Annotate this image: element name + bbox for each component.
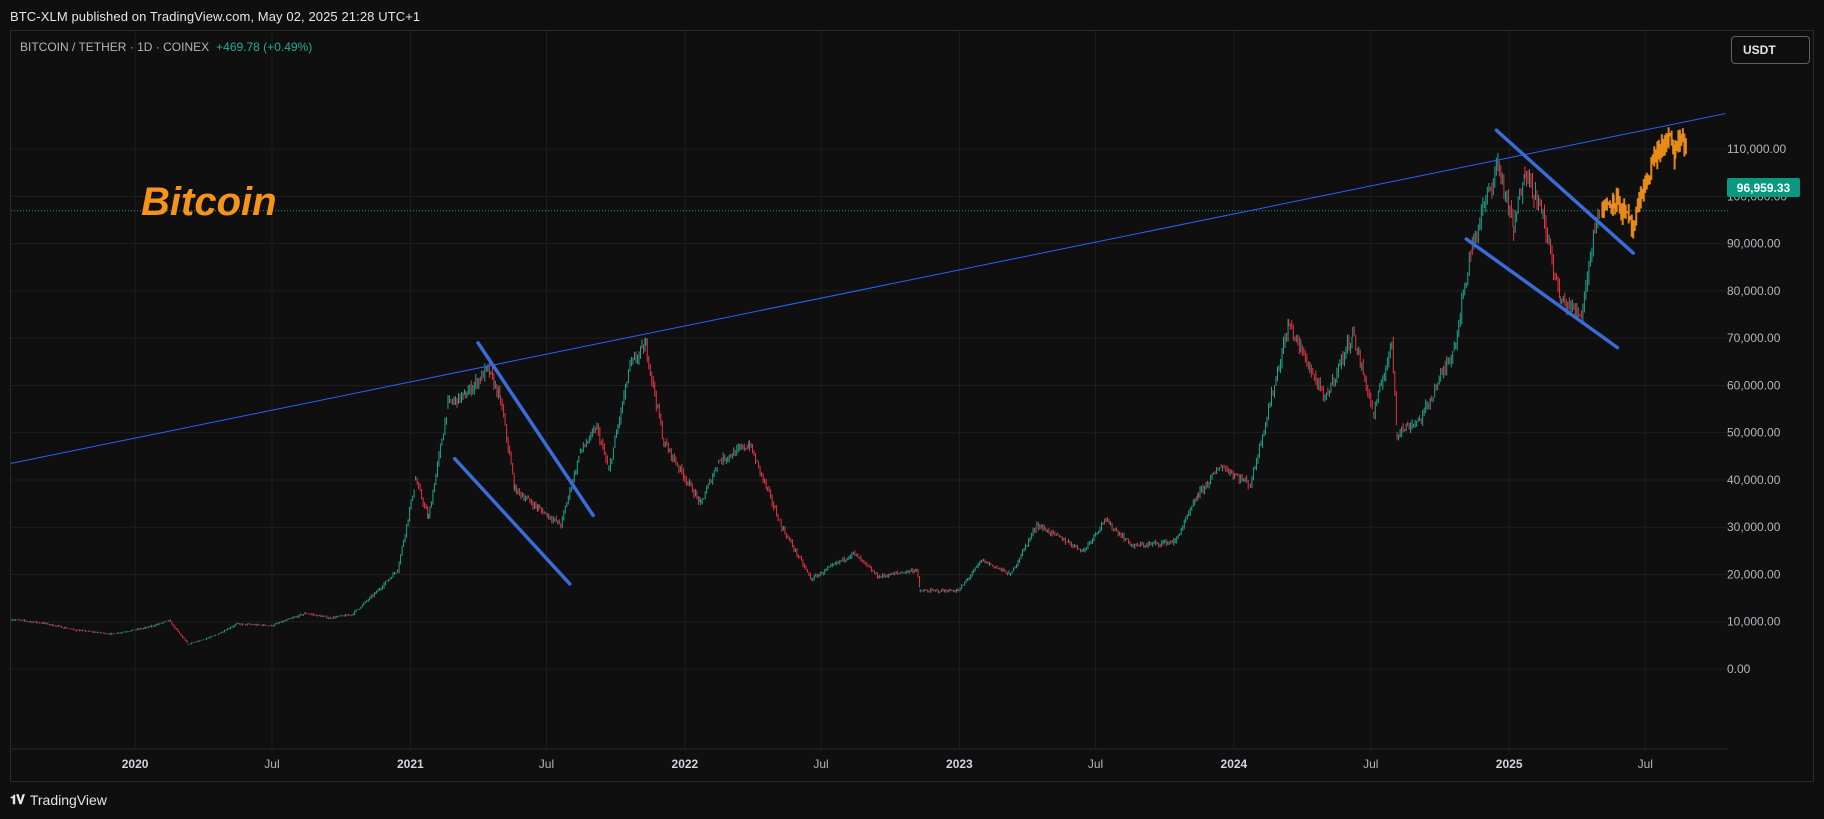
- x-tick-label: Jul: [264, 757, 279, 771]
- y-tick-label: 70,000.00: [1727, 331, 1781, 345]
- y-tick-label: 90,000.00: [1727, 237, 1781, 251]
- x-tick-label: Jul: [1088, 757, 1103, 771]
- y-tick-label: 60,000.00: [1727, 378, 1781, 392]
- current-price-label: 96,959.33: [1727, 178, 1800, 197]
- publish-info: BTC-XLM published on TradingView.com, Ma…: [10, 9, 421, 24]
- footer-brand: TradingView: [29, 792, 107, 808]
- price-chart[interactable]: 0.00 10,000.00 20,000.00 30,000.00 40,000.00…: [11, 31, 1813, 781]
- channel-line: [476, 341, 595, 518]
- symbol-legend: BITCOIN / TETHER · 1D · COINEX +469.78 (…: [20, 40, 312, 54]
- x-tick-label: Jul: [539, 757, 554, 771]
- x-tick-label: Jul: [813, 757, 828, 771]
- y-tick-label: 10,000.00: [1727, 615, 1781, 629]
- x-tick-label: 2022: [672, 757, 699, 771]
- x-tick-label: Jul: [1638, 757, 1653, 771]
- channel-line: [452, 456, 572, 586]
- x-tick-label: 2024: [1221, 757, 1248, 771]
- x-tick-label: 2021: [397, 757, 424, 771]
- y-tick-label: 40,000.00: [1727, 473, 1781, 487]
- symbol-label: BITCOIN / TETHER · 1D · COINEX: [20, 40, 210, 54]
- tv-logo-icon: 𝟏𝐕: [10, 792, 25, 807]
- y-tick-label: 110,000.00: [1727, 142, 1786, 156]
- chart-frame[interactable]: 0.00 10,000.00 20,000.00 30,000.00 40,000.00…: [10, 30, 1814, 782]
- x-tick-label: 2020: [122, 757, 149, 771]
- bitcoin-annotation: Bitcoin: [141, 180, 277, 224]
- x-tick-label: 2025: [1496, 757, 1523, 771]
- y-tick-label: 80,000.00: [1727, 284, 1781, 298]
- y-tick-label: 30,000.00: [1727, 520, 1781, 534]
- channel-line: [1464, 237, 1620, 350]
- y-tick-label: 0.00: [1727, 662, 1751, 676]
- x-tick-label: 2023: [946, 757, 973, 771]
- channel-line: [1494, 128, 1635, 255]
- y-tick-label: 20,000.00: [1727, 567, 1781, 581]
- y-tick-label: 50,000.00: [1727, 426, 1781, 440]
- footer: 𝟏𝐕 TradingView: [10, 790, 107, 810]
- currency-button[interactable]: USDT: [1731, 36, 1810, 64]
- resistance-trendline: [11, 113, 1726, 464]
- x-tick-label: Jul: [1363, 757, 1378, 771]
- price-change: +469.78 (+0.49%): [216, 40, 313, 54]
